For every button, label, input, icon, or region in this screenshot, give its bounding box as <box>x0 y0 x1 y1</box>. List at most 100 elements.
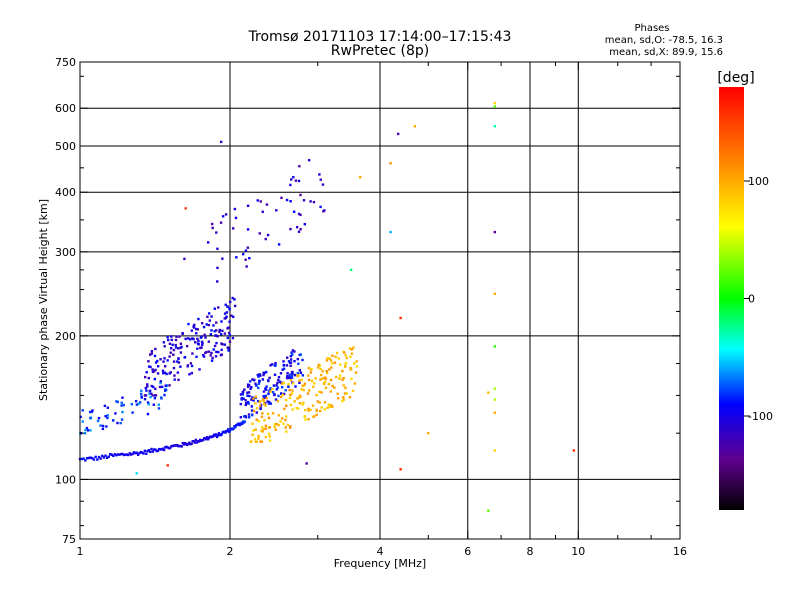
echo-point <box>315 408 318 412</box>
echo-point <box>297 212 301 216</box>
echo-point <box>257 419 260 423</box>
echo-point <box>163 365 167 368</box>
echo-point <box>307 409 310 412</box>
echo-point <box>273 364 277 367</box>
echo-point <box>153 394 157 397</box>
echo-point <box>247 413 251 416</box>
echo-point <box>323 401 327 404</box>
echo-point <box>162 360 165 363</box>
echo-point <box>200 346 203 349</box>
scattered-point <box>427 431 430 435</box>
echo-point <box>261 210 264 213</box>
trace-point <box>134 451 137 455</box>
echo-point <box>337 357 340 360</box>
echo-point <box>216 266 219 270</box>
echo-point <box>150 392 153 395</box>
echo-point <box>318 401 321 404</box>
echo-point <box>242 397 245 400</box>
echo-point <box>134 399 138 403</box>
trace-point <box>125 453 129 456</box>
echo-point <box>79 415 82 419</box>
echo-point <box>260 440 264 443</box>
echo-point <box>297 396 301 399</box>
echo-point <box>163 371 167 375</box>
echo-point <box>168 355 171 358</box>
echo-point <box>244 414 247 418</box>
grid-lines <box>80 62 680 539</box>
echo-point <box>190 329 194 332</box>
echo-point <box>233 304 237 308</box>
echo-point <box>283 407 286 411</box>
echo-point <box>149 353 152 356</box>
echo-point <box>189 362 193 365</box>
echo-point <box>213 307 217 310</box>
trace-point <box>141 451 144 454</box>
echo-point <box>104 414 107 418</box>
echo-point <box>348 347 352 350</box>
trace-point <box>154 448 157 451</box>
echo-point <box>316 366 320 369</box>
scattered-point <box>399 468 402 471</box>
echo-point <box>171 343 174 346</box>
echo-point <box>150 384 153 388</box>
echo-point <box>286 374 289 378</box>
echo-point <box>290 392 294 395</box>
echo-point <box>348 395 352 399</box>
echo-point <box>299 193 302 197</box>
y-tick-label: 600 <box>55 102 76 115</box>
echo-point <box>225 315 228 318</box>
echo-point <box>163 393 166 397</box>
trace-point <box>155 449 158 453</box>
echo-point <box>239 393 243 396</box>
echo-point <box>329 390 332 393</box>
echo-point <box>253 378 256 382</box>
scattered-point <box>413 125 417 128</box>
echo-point <box>299 213 302 217</box>
echo-point <box>324 377 328 380</box>
trace-point <box>97 455 101 459</box>
x-tick-label: 1 <box>77 545 84 558</box>
echo-point <box>287 360 291 363</box>
echo-point <box>220 320 223 323</box>
echo-point <box>207 312 211 315</box>
echo-point <box>328 405 332 409</box>
echo-point <box>83 431 87 435</box>
echo-point <box>341 378 344 382</box>
echo-point <box>311 404 315 407</box>
colorbar-tick-label: -100 <box>748 410 773 423</box>
echo-point <box>288 361 292 364</box>
echo-point <box>146 383 149 386</box>
echo-point <box>266 233 270 237</box>
echo-point <box>162 372 165 375</box>
echo-point <box>278 380 282 383</box>
echo-point <box>330 362 334 365</box>
echo-point <box>277 376 281 379</box>
scattered-point <box>493 125 497 128</box>
echo-point <box>257 382 261 385</box>
echo-point <box>200 335 204 338</box>
trace-point <box>194 438 198 442</box>
echo-point <box>212 324 215 327</box>
echo-point <box>281 393 284 397</box>
y-axis-label: Stationary phase Virtual Height [km] <box>37 199 50 401</box>
echo-point <box>264 237 267 241</box>
scattered-point <box>396 132 400 136</box>
echo-point <box>313 382 316 385</box>
echo-point <box>327 382 331 386</box>
echo-point <box>268 376 271 380</box>
echo-point <box>342 398 345 401</box>
echo-point <box>262 394 265 398</box>
echo-point <box>334 375 338 379</box>
echo-point <box>210 315 213 318</box>
echo-point <box>292 210 296 213</box>
echo-point <box>91 409 94 412</box>
echo-point <box>269 402 272 405</box>
echo-point <box>298 401 302 405</box>
trace-point <box>94 455 97 459</box>
trace-point <box>159 448 162 451</box>
trace-point <box>87 456 91 460</box>
echo-point <box>147 376 151 380</box>
echo-point <box>120 404 123 407</box>
echo-point <box>319 205 322 209</box>
echo-point <box>150 349 154 353</box>
